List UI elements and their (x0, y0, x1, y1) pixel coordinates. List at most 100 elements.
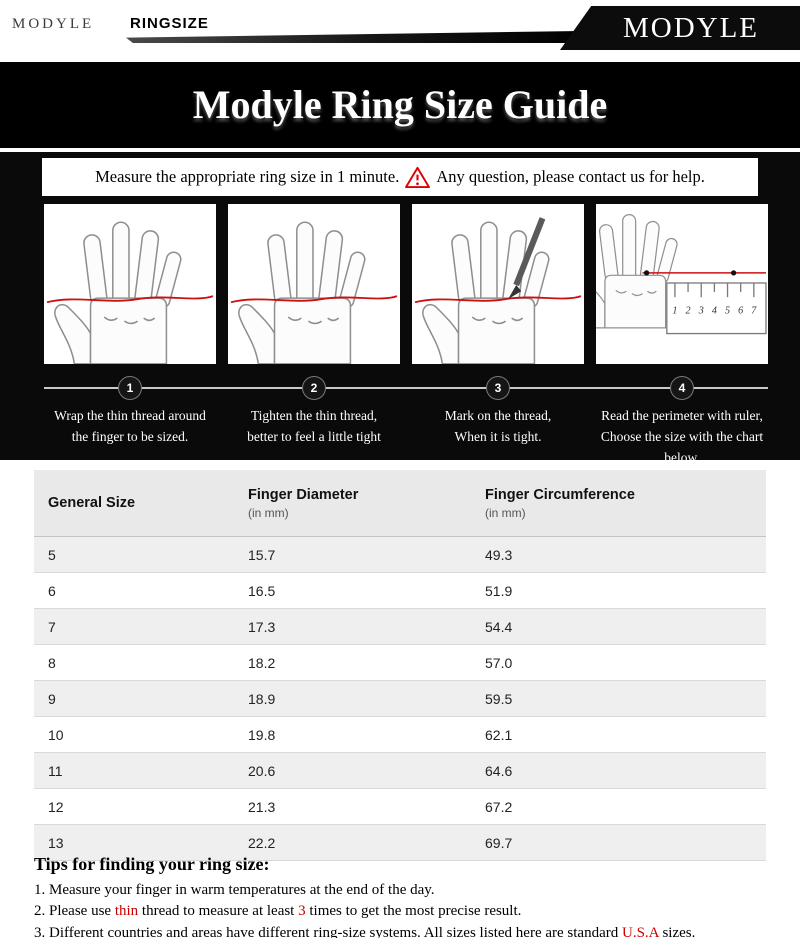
table-row: 6 16.5 51.9 (34, 573, 766, 609)
table-cell: 13 (48, 834, 64, 851)
table-cell: 16.5 (248, 582, 276, 599)
tip-text: 2. Please use (34, 903, 115, 920)
header-divider-bar (126, 31, 581, 43)
hand-with-thread-icon (46, 221, 214, 364)
title-banner: Modyle Ring Size Guide (0, 62, 800, 148)
ruler-numbers: 1 2 3 4 5 6 7 (672, 305, 757, 316)
step-number-badge: 2 (302, 376, 326, 400)
table-cell: 17.3 (248, 618, 276, 635)
tip-text: 3. Different countries and areas have di… (34, 924, 622, 938)
column-header-finger-circumference: Finger Circumference (in mm) (471, 470, 766, 536)
tip-line-3: 3. Different countries and areas have di… (34, 923, 790, 938)
step-illustration-4: 1 2 3 4 5 6 7 (596, 204, 768, 364)
table-cell: 21.3 (248, 798, 276, 815)
tips-section: Tips for finding your ring size: 1. Meas… (34, 854, 790, 938)
table-row: 12 21.3 67.2 (34, 789, 766, 825)
notice-text-before: Measure the appropriate ring size in 1 m… (95, 167, 400, 186)
tip-line-1: 1. Measure your finger in warm temperatu… (34, 882, 435, 898)
top-header: MODYLE RINGSIZE MODYLE (0, 0, 800, 54)
table-header-row: General Size Finger Diameter (in mm) Fin… (34, 470, 766, 537)
tip-highlight: U.S.A (622, 924, 659, 938)
column-label: General Size (48, 495, 136, 511)
warning-icon (405, 166, 431, 188)
hand-ruler-icon: 1 2 3 4 5 6 7 (596, 213, 767, 335)
column-label: Finger Diameter (248, 486, 359, 503)
brand-logo-left: MODYLE (12, 16, 95, 32)
table-cell: 19.8 (248, 726, 276, 743)
table-cell: 69.7 (485, 834, 513, 851)
table-cell: 22.2 (248, 834, 276, 851)
step-number-badge: 1 (118, 376, 142, 400)
hand-thread-tightened-icon (230, 221, 398, 364)
table-cell: 20.6 (248, 762, 276, 779)
table-cell: 67.2 (485, 798, 513, 815)
step-caption: Tighten the thin thread, better to feel … (247, 408, 381, 444)
step-progress: 1 2 3 4 (44, 376, 768, 400)
step-captions: Wrap the thin thread around the finger t… (44, 406, 768, 469)
table-cell: 49.3 (485, 546, 513, 563)
tip-highlight: thin (114, 903, 139, 920)
step-progress-line (44, 387, 768, 389)
instruction-section: Measure the appropriate ring size in 1 m… (0, 152, 800, 465)
table-cell: 57.0 (485, 654, 513, 671)
table-cell: 18.9 (248, 690, 276, 707)
tip-line-2: 2. Please use thin thread to measure at … (34, 901, 790, 922)
table-cell: 18.2 (248, 654, 276, 671)
table-cell: 62.1 (485, 726, 513, 743)
tip-highlight: 3 (298, 903, 306, 920)
column-unit: (in mm) (248, 505, 289, 520)
table-cell: 6 (48, 582, 56, 599)
step-illustrations: 1 2 3 4 5 6 7 (44, 204, 768, 364)
table-row: 8 18.2 57.0 (34, 645, 766, 681)
table-row: 7 17.3 54.4 (34, 609, 766, 645)
table-cell: 12 (48, 798, 64, 815)
step-number-badge: 4 (670, 376, 694, 400)
table-row: 9 18.9 59.5 (34, 681, 766, 717)
table-cell: 54.4 (485, 618, 513, 635)
table-cell: 7 (48, 618, 56, 635)
table-cell: 8 (48, 654, 56, 671)
table-row: 10 19.8 62.1 (34, 717, 766, 753)
step-caption: Read the perimeter with ruler, Choose th… (600, 408, 764, 465)
table-cell: 5 (48, 546, 56, 563)
column-header-finger-diameter: Finger Diameter (in mm) (234, 470, 471, 536)
step-illustration-3 (412, 204, 584, 364)
ruler-number: 7 (751, 305, 757, 316)
step-illustration-1 (44, 204, 216, 364)
ruler-number: 6 (738, 305, 743, 316)
table-cell: 11 (48, 762, 63, 779)
tips-title: Tips for finding your ring size: (34, 854, 270, 874)
tip-text: times to get the most precise result. (305, 903, 522, 920)
ring-size-table: General Size Finger Diameter (in mm) Fin… (34, 470, 766, 861)
step-caption: Mark on the thread, When it is tight. (444, 408, 552, 444)
ruler-number: 2 (686, 305, 691, 316)
table-row: 11 20.6 64.6 (34, 753, 766, 789)
step-caption: Wrap the thin thread around the finger t… (54, 408, 206, 444)
column-label: Finger Circumference (485, 486, 635, 503)
ruler-number: 5 (725, 305, 730, 316)
table-cell: 51.9 (485, 582, 513, 599)
table-row: 5 15.7 49.3 (34, 537, 766, 573)
page-title: Modyle Ring Size Guide (192, 82, 608, 127)
tip-text: sizes. (658, 924, 696, 938)
column-unit: (in mm) (485, 505, 526, 520)
table-cell: 9 (48, 690, 56, 707)
table-cell: 10 (48, 726, 64, 743)
step-illustration-2 (228, 204, 400, 364)
table-cell: 59.5 (485, 690, 513, 707)
ruler-number: 1 (672, 305, 677, 316)
ruler-number: 3 (698, 305, 704, 316)
table-cell: 15.7 (248, 546, 276, 563)
step-number-badge: 3 (486, 376, 510, 400)
table-row: 13 22.2 69.7 (34, 825, 766, 861)
notice-text-after: Any question, please contact us for help… (436, 167, 705, 186)
ringsize-label: RINGSIZE (130, 15, 209, 32)
tip-text: thread to measure at least (138, 903, 299, 920)
column-header-general-size: General Size (34, 470, 234, 536)
table-cell: 64.6 (485, 762, 513, 779)
notice-bar: Measure the appropriate ring size in 1 m… (42, 158, 758, 196)
brand-logo-right: MODYLE (560, 6, 800, 50)
ruler-number: 4 (712, 305, 717, 316)
hand-thread-pen-icon (414, 217, 582, 364)
